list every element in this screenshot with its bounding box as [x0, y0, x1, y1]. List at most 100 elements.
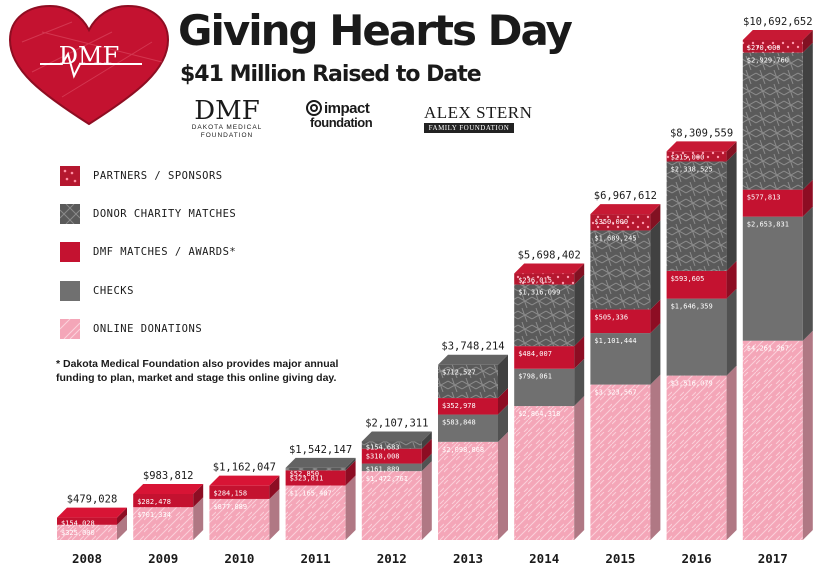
- segment-label-dmf_matches-2017: $577,813: [747, 194, 781, 202]
- bar-segment-donor_matches-2017: [742, 52, 803, 190]
- segment-label-checks-2016: $1,646,359: [671, 303, 713, 311]
- bar-side-dmf_matches-2016: [726, 260, 737, 299]
- bar-side-dmf_matches-2010: [269, 475, 280, 499]
- bar-side-dmf_matches-2014: [574, 336, 585, 369]
- legend-swatch-dmf-matches: [60, 242, 80, 262]
- bar-segment-donor_matches-2012: [361, 441, 422, 449]
- bar-segment-checks-2012: [361, 463, 422, 472]
- bar-group-2014: $2,864,318 $798,061 $484,007 $1,316,099 $236…: [514, 250, 585, 566]
- bar-segment-dmf_matches-2011: [285, 470, 346, 486]
- dmf-sponsor-logo: DMF DAKOTA MEDICAL FOUNDATION: [183, 98, 271, 140]
- bar-segment-dmf_matches-2014: [514, 346, 575, 369]
- bar-side-partners-2015: [650, 204, 661, 231]
- segment-label-donor_matches-2013: $712,527: [442, 369, 476, 377]
- bar-segment-partners-2016: [666, 151, 727, 162]
- stern-line1: ALEX STERN: [424, 103, 533, 122]
- impact-line2: foundation: [310, 115, 373, 130]
- bar-side-online-2015: [650, 374, 661, 540]
- bar-segment-online-2010: [209, 498, 270, 540]
- segment-label-partners-2017: $270,000: [747, 44, 781, 52]
- bar-side-donor_matches-2012: [421, 431, 432, 449]
- bar-segment-donor_matches-2015: [590, 230, 651, 310]
- bar-side-partners-2016: [726, 141, 737, 162]
- x-tick-label-2012: 2012: [377, 551, 407, 566]
- page-subtitle: $41 Million Raised to Date: [180, 62, 482, 87]
- segment-label-dmf_matches-2016: $593,605: [671, 275, 705, 283]
- bar-segment-partners-2017: [742, 39, 803, 53]
- bar-side-online-2014: [574, 396, 585, 540]
- bar-top-2015: [590, 204, 661, 215]
- total-label-2014: $5,698,402: [518, 250, 581, 262]
- legend-label-dmf-matches: DMF MATCHES / AWARDS*: [93, 246, 237, 258]
- segment-label-dmf_matches-2015: $505,336: [594, 313, 628, 321]
- total-label-2013: $3,748,214: [441, 341, 504, 353]
- impact-foundation-logo: impact foundation: [306, 100, 396, 130]
- bar-top-2014: [514, 263, 585, 274]
- x-tick-label-2009: 2009: [148, 551, 178, 566]
- x-tick-label-2015: 2015: [605, 551, 635, 566]
- bar-segment-dmf_matches-2008: [57, 517, 117, 525]
- bar-top-2008: [57, 507, 127, 518]
- legend-label-checks: CHECKS: [93, 285, 134, 297]
- bar-segment-dmf_matches-2009: [133, 493, 194, 508]
- bar-side-online-2010: [269, 488, 280, 540]
- bar-side-partners-2014: [574, 263, 585, 285]
- segment-label-online-2017: $4,261,267: [747, 345, 789, 353]
- bar-side-checks-2014: [574, 358, 585, 407]
- legend-item-online: ONLINE DONATIONS: [60, 319, 202, 339]
- segment-label-online-2015: $3,323,567: [594, 389, 636, 397]
- bar-group-2012: $1,472,761$161,889 $318,008 $154,683 $2,107…: [361, 417, 432, 566]
- bar-segment-checks-2017: [742, 216, 803, 341]
- segment-label-online-2013: $2,098,868: [442, 446, 484, 454]
- alex-stern-logo: ALEX STERN FAMILY FOUNDATION: [424, 103, 533, 133]
- bar-group-2017: $4,261,267 $2,653,831 $577,813 $2,929,760 $2…: [742, 16, 813, 566]
- legend-item-checks: CHECKS: [60, 281, 134, 301]
- bar-segment-dmf_matches-2017: [742, 189, 803, 217]
- segment-label-donor_matches-2017: $2,929,760: [747, 57, 789, 65]
- dmf-sponsor-logo-mark: DMF: [194, 96, 260, 126]
- total-label-2008: $479,028: [67, 494, 118, 506]
- bar-side-online-2017: [802, 330, 813, 540]
- bar-side-online-2009: [193, 497, 204, 540]
- bar-segment-donor_matches-2016: [666, 161, 727, 271]
- total-label-2016: $8,309,559: [670, 127, 733, 139]
- x-tick-label-2017: 2017: [758, 551, 788, 566]
- total-label-2017: $10,692,652: [743, 16, 813, 28]
- total-label-2015: $6,967,612: [594, 190, 657, 202]
- bar-group-2009: $701,334 $282,478 $983,812 2009: [133, 470, 204, 566]
- segment-label-partners-2016: $215,000: [671, 153, 705, 161]
- bar-segment-dmf_matches-2012: [361, 448, 422, 464]
- bar-segment-online-2015: [590, 384, 651, 540]
- bar-side-donor_matches-2014: [574, 274, 585, 347]
- bar-side-dmf_matches-2013: [498, 388, 508, 415]
- bar-segment-online-2008: [57, 524, 117, 540]
- bar-side-donor_matches-2011: [345, 457, 356, 471]
- bar-segment-online-2012: [361, 471, 422, 540]
- segment-label-donor_matches-2016: $2,338,525: [671, 165, 713, 173]
- bar-side-donor_matches-2016: [726, 151, 737, 271]
- bar-side-checks-2016: [726, 288, 737, 376]
- segment-label-dmf_matches-2008: $154,028: [61, 520, 95, 528]
- bar-side-checks-2012: [421, 453, 432, 472]
- segment-label-online-2011: $1,165,487: [290, 490, 332, 498]
- segment-label-checks-2017: $2,653,831: [747, 221, 789, 229]
- bar-segment-checks-2016: [666, 298, 727, 376]
- bar-side-dmf_matches-2017: [802, 179, 813, 217]
- bar-segment-online-2013: [438, 441, 498, 540]
- bar-top-2012: [361, 431, 432, 442]
- bar-side-online-2011: [345, 475, 356, 540]
- legend-swatch-checks: [60, 281, 80, 301]
- bar-segment-checks-2013: [438, 414, 498, 442]
- segment-label-dmf_matches-2010: $284,158: [213, 490, 247, 498]
- bar-side-online-2012: [421, 461, 432, 540]
- segment-label-checks-2013: $583,848: [442, 419, 476, 427]
- bar-group-2013: $2,098,868 $583,848 $352,978 $712,527 $3,748…: [438, 341, 508, 566]
- bar-side-dmf_matches-2008: [117, 507, 127, 525]
- impact-swirl-icon: [306, 100, 322, 116]
- bar-side-donor_matches-2017: [802, 42, 813, 190]
- bar-group-2016: $3,516,079 $1,646,359 $593,605 $2,338,525 $2…: [666, 127, 737, 566]
- segment-label-online-2012: $1,472,761: [366, 475, 408, 483]
- legend-item-dmf-matches: DMF MATCHES / AWARDS*: [60, 242, 236, 262]
- segment-label-partners-2015: $350,000: [594, 218, 628, 226]
